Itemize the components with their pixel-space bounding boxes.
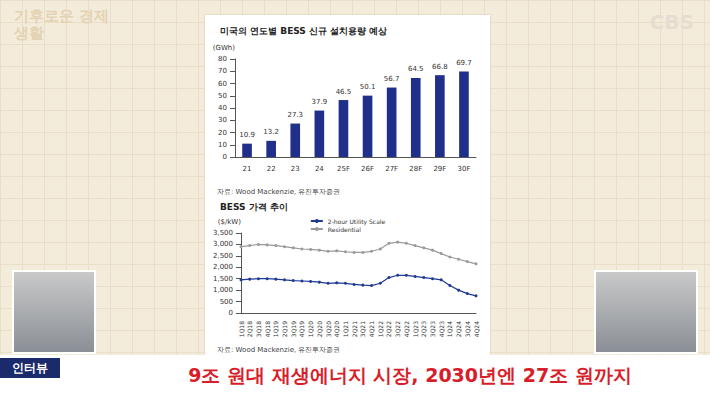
svg-text:1,000: 1,000 bbox=[213, 286, 233, 294]
svg-text:4Q21: 4Q21 bbox=[368, 321, 375, 337]
svg-text:80: 80 bbox=[218, 55, 227, 63]
svg-text:3Q21: 3Q21 bbox=[359, 321, 366, 337]
svg-text:2Q19: 2Q19 bbox=[281, 321, 288, 337]
svg-text:4Q18: 4Q18 bbox=[264, 321, 271, 337]
svg-text:Residential: Residential bbox=[328, 226, 361, 233]
svg-text:1Q21: 1Q21 bbox=[342, 321, 349, 337]
svg-text:3Q24: 3Q24 bbox=[464, 321, 471, 337]
svg-text:1Q19: 1Q19 bbox=[272, 321, 279, 337]
svg-text:50.1: 50.1 bbox=[360, 83, 376, 91]
svg-text:4Q24: 4Q24 bbox=[473, 321, 480, 337]
svg-text:1Q22: 1Q22 bbox=[377, 321, 384, 337]
svg-text:4Q19: 4Q19 bbox=[298, 321, 305, 337]
svg-text:2Q23: 2Q23 bbox=[420, 321, 427, 337]
html-text:기후로운 경제생활: 기후로운 경제생활 bbox=[14, 7, 110, 42]
svg-text:2Q20: 2Q20 bbox=[316, 321, 323, 337]
svg-text:56.7: 56.7 bbox=[384, 75, 400, 83]
svg-text:0: 0 bbox=[223, 153, 227, 161]
svg-text:27.3: 27.3 bbox=[287, 111, 303, 119]
svg-text:25F: 25F bbox=[337, 165, 350, 173]
svg-text:4Q23: 4Q23 bbox=[438, 321, 445, 337]
svg-text:21: 21 bbox=[243, 165, 252, 173]
svg-text:50: 50 bbox=[218, 92, 227, 100]
svg-text:2Q22: 2Q22 bbox=[385, 321, 392, 337]
svg-text:1Q23: 1Q23 bbox=[412, 321, 419, 337]
svg-text:BESS 가격 추이: BESS 가격 추이 bbox=[220, 202, 288, 212]
svg-text:2Q18: 2Q18 bbox=[246, 321, 253, 337]
svg-text:28F: 28F bbox=[409, 165, 422, 173]
svg-text:64.5: 64.5 bbox=[408, 65, 424, 73]
svg-text:10: 10 bbox=[218, 141, 227, 149]
svg-text:3Q19: 3Q19 bbox=[290, 321, 297, 337]
svg-text:3,000: 3,000 bbox=[213, 240, 233, 248]
svg-text:26F: 26F bbox=[361, 165, 374, 173]
svg-text:0: 0 bbox=[229, 309, 233, 317]
svg-text:1Q18: 1Q18 bbox=[238, 321, 245, 337]
svg-text:2,500: 2,500 bbox=[213, 252, 233, 260]
svg-text:37.9: 37.9 bbox=[312, 98, 328, 106]
svg-text:3Q18: 3Q18 bbox=[255, 321, 262, 337]
svg-text:1,500: 1,500 bbox=[213, 275, 233, 283]
svg-text:27F: 27F bbox=[385, 165, 398, 173]
svg-text:2-hour Utility Scale: 2-hour Utility Scale bbox=[328, 218, 386, 226]
svg-text:10.9: 10.9 bbox=[239, 131, 255, 139]
svg-text:(GWh): (GWh) bbox=[213, 44, 236, 52]
svg-text:3Q23: 3Q23 bbox=[429, 321, 436, 337]
html-text:9조 원대 재생에너지 시장, 2030년엔 27조 원까지: 9조 원대 재생에너지 시장, 2030년엔 27조 원까지 bbox=[188, 364, 632, 386]
svg-text:70: 70 bbox=[218, 67, 227, 75]
svg-text:66.8: 66.8 bbox=[432, 63, 448, 71]
svg-text:3Q22: 3Q22 bbox=[394, 321, 401, 337]
svg-text:2,000: 2,000 bbox=[213, 263, 233, 271]
html-text:CBS: CBS bbox=[649, 10, 694, 34]
svg-text:69.7: 69.7 bbox=[456, 59, 472, 67]
svg-text:1Q24: 1Q24 bbox=[446, 321, 453, 337]
svg-text:29F: 29F bbox=[433, 165, 446, 173]
svg-text:4Q20: 4Q20 bbox=[333, 321, 340, 337]
svg-text:30F: 30F bbox=[457, 165, 470, 173]
svg-text:60: 60 bbox=[218, 80, 227, 88]
svg-text:500: 500 bbox=[220, 298, 233, 306]
svg-text:20: 20 bbox=[218, 129, 227, 137]
svg-text:13.2: 13.2 bbox=[263, 128, 279, 136]
svg-text:($/kW): ($/kW) bbox=[218, 218, 242, 226]
svg-text:23: 23 bbox=[291, 165, 300, 173]
svg-text:2Q24: 2Q24 bbox=[455, 321, 462, 337]
svg-text:3,500: 3,500 bbox=[213, 229, 233, 237]
svg-text:4Q22: 4Q22 bbox=[403, 321, 410, 337]
svg-text:자료: Wood Mackenzie, 유진투자증권: 자료: Wood Mackenzie, 유진투자증권 bbox=[217, 346, 340, 354]
svg-text:22: 22 bbox=[267, 165, 276, 173]
svg-text:30: 30 bbox=[218, 116, 227, 124]
svg-text:40: 40 bbox=[218, 104, 227, 112]
svg-text:2Q21: 2Q21 bbox=[351, 321, 358, 337]
svg-text:3Q20: 3Q20 bbox=[325, 321, 332, 337]
svg-text:46.5: 46.5 bbox=[336, 88, 352, 96]
svg-text:자료: Wood Mackenzie, 유진투자증권: 자료: Wood Mackenzie, 유진투자증권 bbox=[217, 188, 340, 196]
svg-text:미국의 연도별 BESS 신규 설치용량 예상: 미국의 연도별 BESS 신규 설치용량 예상 bbox=[220, 26, 387, 36]
svg-text:24: 24 bbox=[315, 165, 324, 173]
html-text:인터뷰: 인터뷰 bbox=[12, 361, 48, 375]
svg-text:1Q20: 1Q20 bbox=[307, 321, 314, 337]
